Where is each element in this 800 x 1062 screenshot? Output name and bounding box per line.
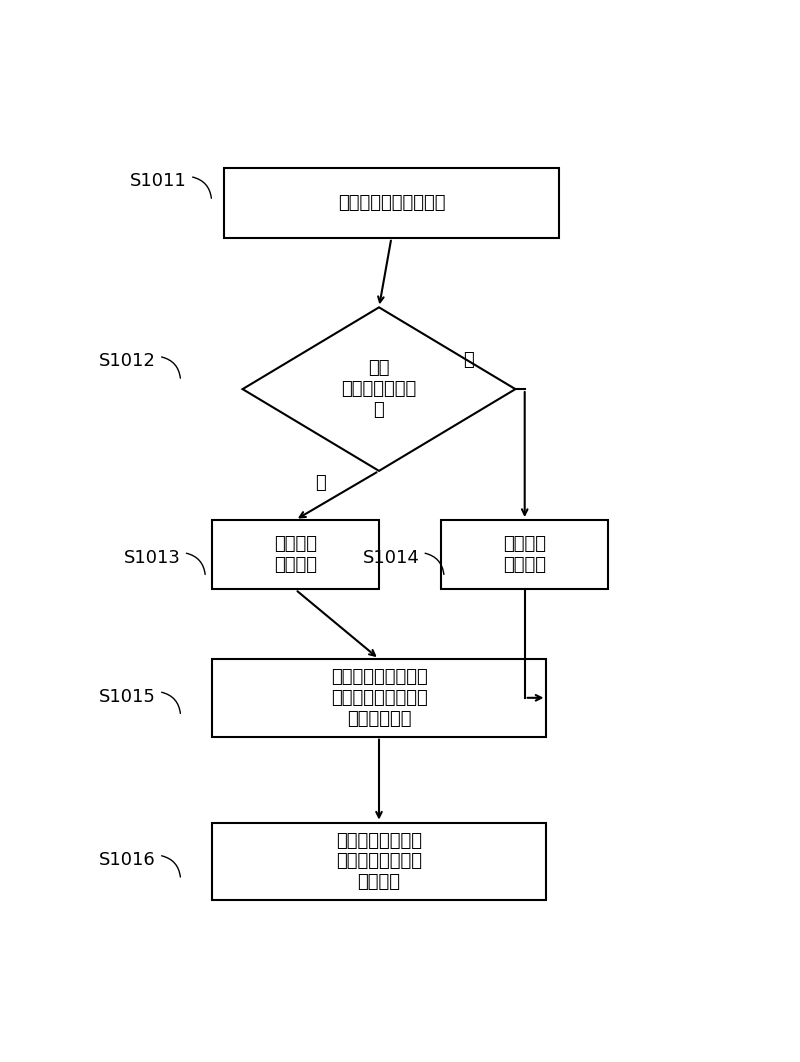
Text: S1015: S1015	[99, 687, 156, 705]
FancyBboxPatch shape	[224, 169, 558, 238]
Text: 判断
是否开始信令跟
踪: 判断 是否开始信令跟 踪	[342, 359, 417, 418]
Text: 是: 是	[314, 474, 326, 492]
Text: 将构建的信令跟踪
请求发送给信令跟
踪服务端: 将构建的信令跟踪 请求发送给信令跟 踪服务端	[336, 832, 422, 891]
Polygon shape	[242, 307, 515, 470]
Text: 删除用户
请求条件: 删除用户 请求条件	[503, 535, 546, 575]
Text: S1013: S1013	[124, 549, 181, 566]
FancyBboxPatch shape	[441, 520, 609, 589]
Text: S1014: S1014	[362, 549, 419, 566]
Text: 构建客户端发送给服
务端的统一的客户端
信令跟踪请求: 构建客户端发送给服 务端的统一的客户端 信令跟踪请求	[330, 668, 427, 727]
Text: S1016: S1016	[99, 851, 156, 869]
Text: 监听用户信令跟踪请求: 监听用户信令跟踪请求	[338, 194, 445, 212]
FancyBboxPatch shape	[211, 658, 546, 737]
FancyBboxPatch shape	[211, 520, 379, 589]
Text: S1012: S1012	[99, 353, 156, 371]
FancyBboxPatch shape	[211, 822, 546, 901]
Text: S1011: S1011	[130, 172, 187, 190]
Text: 否: 否	[463, 352, 474, 370]
Text: 增加用户
请求条件: 增加用户 请求条件	[274, 535, 317, 575]
